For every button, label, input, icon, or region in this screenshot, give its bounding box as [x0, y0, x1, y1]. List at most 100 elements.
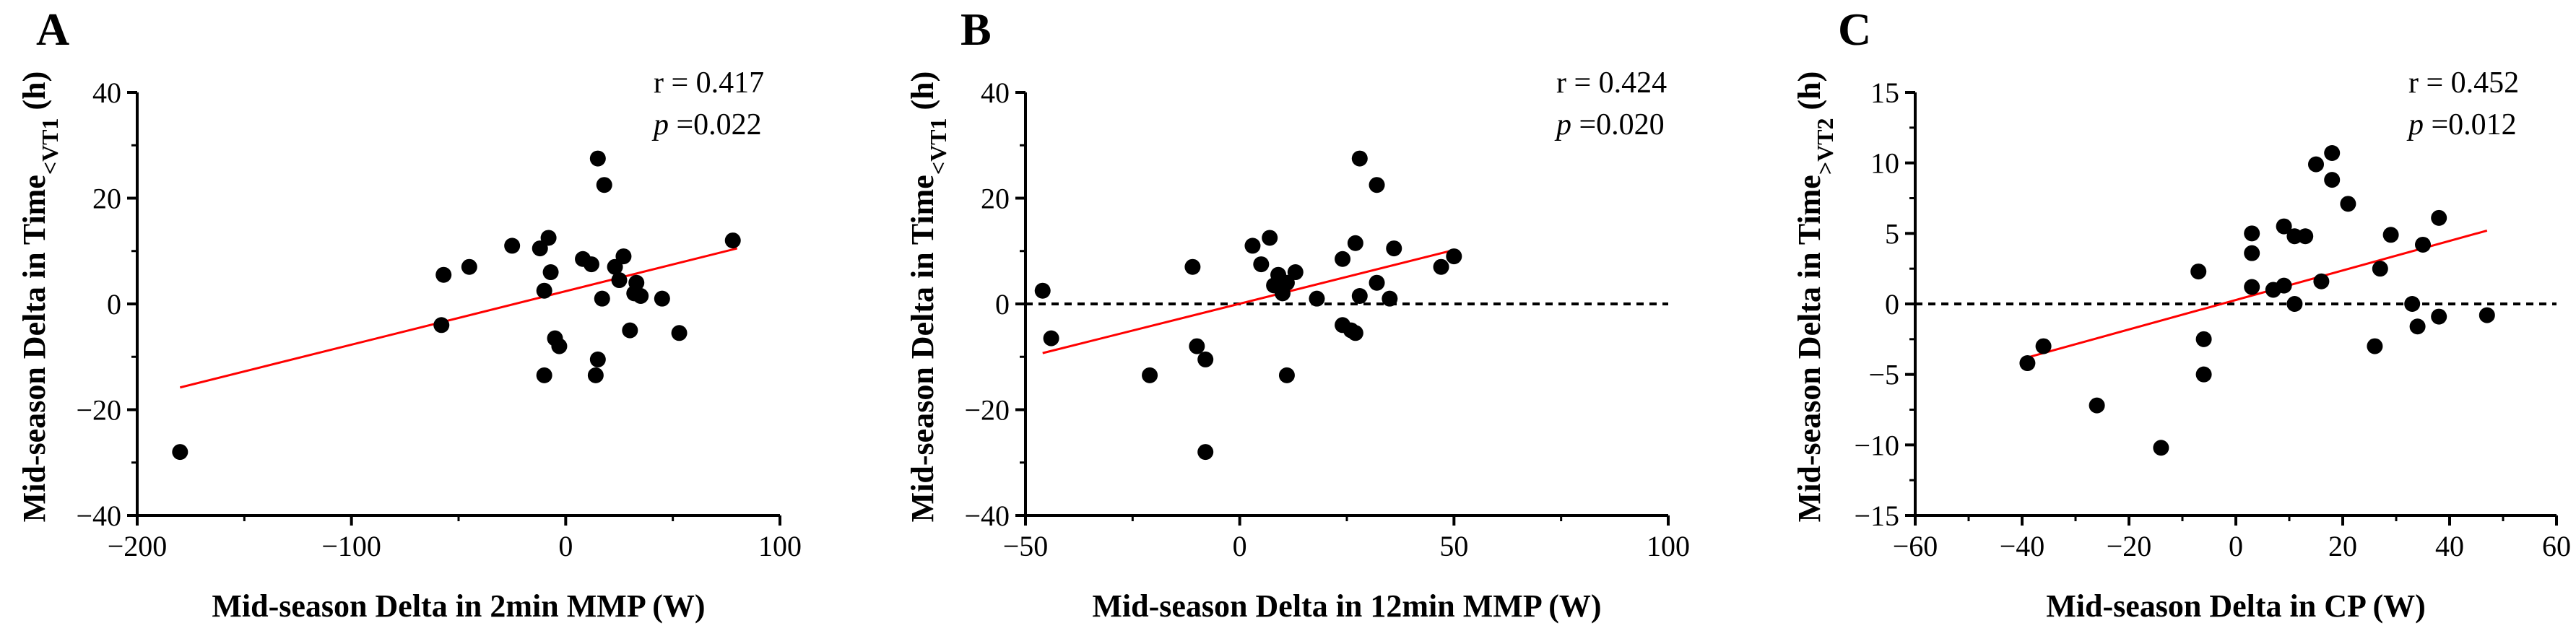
data-point — [2019, 355, 2036, 372]
data-point — [1446, 248, 1462, 265]
panel-letter: C — [1838, 4, 1871, 55]
data-point — [540, 230, 557, 246]
y-axis-title-main: Mid-season Delta in Time — [17, 175, 52, 522]
stat-p-value: =0.012 — [2424, 108, 2517, 141]
data-point — [654, 290, 670, 307]
y-tick-label: 20 — [92, 183, 121, 215]
data-point — [1309, 290, 1325, 307]
data-point — [2308, 156, 2324, 173]
stat-p: p =0.012 — [2406, 108, 2517, 141]
data-point — [1347, 325, 1363, 341]
x-tick-label: 100 — [758, 530, 802, 562]
data-point — [596, 177, 612, 193]
y-axis-title-subscript: <VT1 — [37, 118, 63, 175]
data-point — [2367, 338, 2383, 354]
data-point — [2340, 196, 2356, 212]
y-tick-label: 0 — [1885, 288, 1899, 321]
data-point — [1278, 367, 1295, 383]
data-point — [1382, 290, 1398, 307]
data-point — [532, 240, 548, 257]
data-point — [615, 248, 632, 265]
data-point — [2372, 261, 2388, 277]
data-point — [1197, 351, 1214, 367]
x-tick-label: −200 — [108, 530, 168, 562]
data-point — [1351, 150, 1368, 167]
y-axis-title-main: Mid-season Delta in Time — [1792, 175, 1827, 522]
data-point — [1197, 444, 1214, 461]
data-point — [2313, 273, 2330, 289]
data-point — [2244, 225, 2260, 242]
data-point — [435, 266, 452, 283]
data-point — [2324, 172, 2341, 188]
panel-letter: A — [36, 4, 69, 55]
data-point — [583, 256, 599, 273]
y-axis-title: Mid-season Delta in Time<VT1 (h) — [905, 71, 951, 523]
y-tick-label: 20 — [981, 183, 1010, 215]
data-point — [2195, 366, 2212, 383]
y-tick-label: 0 — [995, 288, 1010, 321]
data-point — [1433, 258, 1449, 275]
data-point — [172, 444, 188, 461]
y-tick-label: 5 — [1885, 217, 1899, 250]
x-tick-label: −40 — [2000, 530, 2045, 562]
data-point — [611, 272, 628, 289]
data-point — [2035, 338, 2052, 354]
stat-p-label: p — [651, 108, 669, 141]
data-point — [1262, 230, 1278, 246]
y-tick-label: −40 — [76, 500, 121, 532]
data-point — [1347, 235, 1363, 251]
data-point — [1034, 282, 1051, 299]
data-point — [2431, 209, 2447, 226]
data-point — [433, 317, 450, 334]
x-axis-title: Mid-season Delta in 2min MMP (W) — [212, 588, 705, 624]
y-tick-label: −20 — [964, 394, 1010, 427]
y-tick-label: −5 — [1868, 359, 1899, 391]
data-point — [2409, 318, 2426, 335]
data-point — [536, 367, 552, 383]
x-tick-label: 0 — [1233, 530, 1247, 562]
data-point — [2276, 277, 2292, 294]
data-point — [2404, 296, 2421, 312]
data-point — [1189, 338, 1205, 354]
data-point — [628, 274, 645, 291]
data-point — [1043, 330, 1059, 347]
data-point — [2195, 331, 2212, 347]
x-tick-label: 60 — [2542, 530, 2571, 562]
x-tick-label: 0 — [558, 530, 573, 562]
y-axis-title-unit: (h) — [905, 71, 940, 118]
x-tick-label: −50 — [1003, 530, 1049, 562]
data-point — [1386, 240, 1402, 257]
data-point — [2382, 227, 2399, 243]
panel-letter: B — [960, 4, 992, 55]
data-point — [1369, 177, 1385, 193]
data-point — [1184, 258, 1201, 275]
data-point — [1369, 274, 1385, 291]
y-axis-title: Mid-season Delta in Time>VT2 (h) — [1792, 71, 1838, 523]
y-axis-title-unit: (h) — [17, 71, 52, 118]
x-tick-label: 50 — [1439, 530, 1468, 562]
stat-r: r = 0.452 — [2408, 66, 2519, 100]
x-tick-label: −100 — [321, 530, 381, 562]
stat-p-label: p — [1554, 108, 1571, 141]
data-point — [1244, 238, 1261, 254]
data-point — [622, 322, 638, 339]
data-point — [587, 367, 604, 383]
data-point — [536, 282, 552, 299]
stat-p-value: =0.022 — [669, 108, 762, 141]
data-point — [504, 238, 521, 254]
data-point — [2415, 236, 2431, 253]
data-point — [724, 232, 741, 249]
data-point — [551, 338, 568, 354]
y-tick-label: 40 — [981, 77, 1010, 109]
y-tick-label: 10 — [1870, 147, 1899, 180]
stat-r: r = 0.424 — [1556, 66, 1667, 100]
data-point — [1287, 264, 1304, 281]
data-point — [607, 258, 623, 275]
x-tick-label: 0 — [2229, 530, 2243, 562]
data-point — [2244, 279, 2260, 295]
data-point — [1142, 367, 1158, 383]
panel-b: B −40 −20 0 20 40 −50 0 50 100 Mid-season Delta in… — [905, 4, 1690, 624]
stat-p-label: p — [2406, 108, 2424, 141]
